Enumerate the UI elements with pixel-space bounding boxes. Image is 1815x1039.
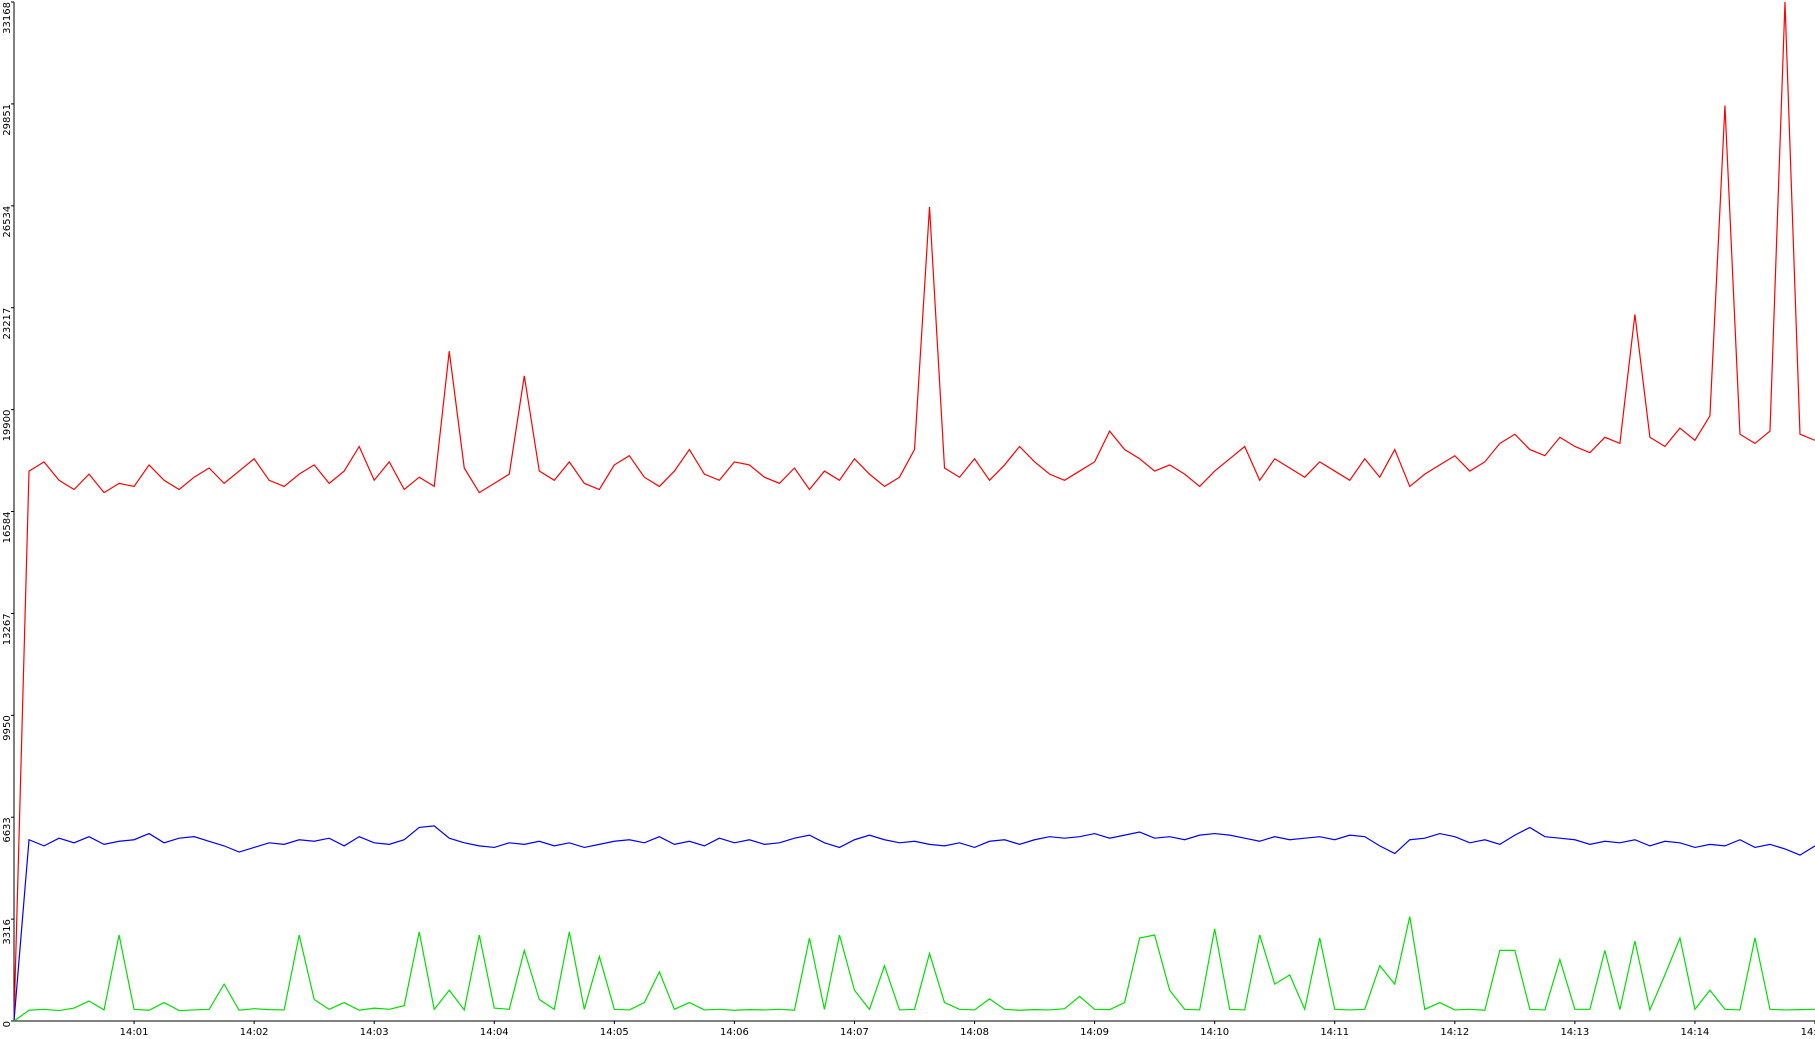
y-tick-label: 16584	[2, 512, 13, 544]
x-tick-label: 14:07	[840, 1027, 869, 1038]
x-tick-label: 14:08	[960, 1027, 989, 1038]
y-tick-label: 26534	[2, 206, 13, 238]
x-tick-label: 14:02	[240, 1027, 269, 1038]
x-tick-label: 14:13	[1560, 1027, 1589, 1038]
y-tick-label: 9950	[2, 715, 13, 740]
x-tick-label: 14:05	[600, 1027, 629, 1038]
y-tick-label: 13267	[2, 613, 13, 645]
series-line	[13, 825, 1815, 1022]
y-tick-label: 3316	[2, 919, 13, 944]
x-tick-label: 14:10	[1200, 1027, 1229, 1038]
x-tick-label: 14:04	[480, 1027, 509, 1038]
x-tick-label: 14:01	[120, 1027, 149, 1038]
y-tick-label: 29851	[2, 104, 13, 136]
x-tick-label: 14:09	[1080, 1027, 1109, 1038]
x-tick-label: 14:06	[720, 1027, 749, 1038]
x-tick-label: 14:12	[1440, 1027, 1469, 1038]
y-tick-label: 23217	[2, 308, 13, 340]
series-line	[13, 916, 1815, 1022]
x-tick-label: 14:15	[1801, 1027, 1815, 1038]
y-tick-label: 6633	[2, 817, 13, 842]
y-tick-label: 19900	[2, 410, 13, 442]
x-tick-label: 14:03	[360, 1027, 389, 1038]
series-line	[13, 1, 1815, 1022]
x-tick-label: 14:14	[1681, 1027, 1710, 1038]
x-tick-label: 14:11	[1320, 1027, 1349, 1038]
y-tick-label: 33168	[2, 2, 13, 34]
y-tick-label: 0	[2, 1021, 13, 1027]
